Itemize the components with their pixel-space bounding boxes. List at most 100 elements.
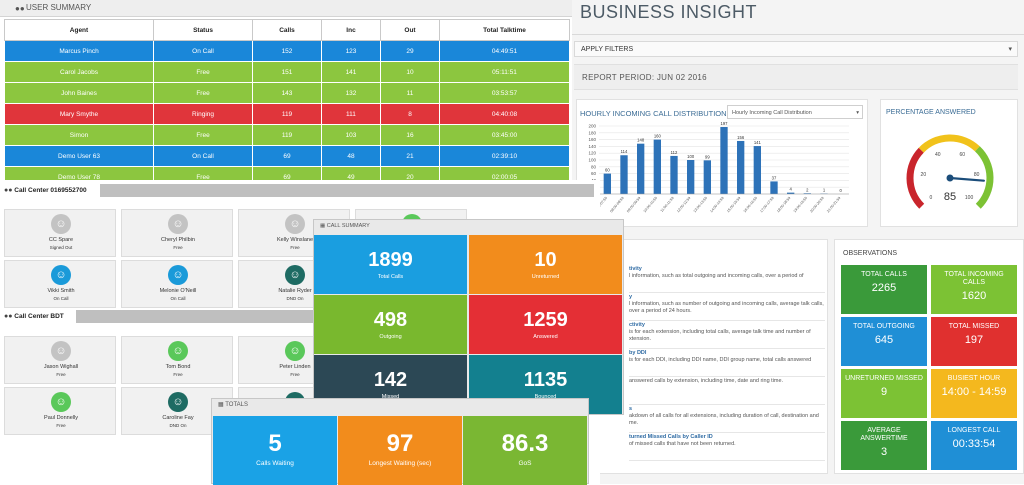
agent-status: Free bbox=[122, 372, 234, 377]
x-tick-label: 14:00-14:59 bbox=[709, 196, 724, 213]
data-label: 156 bbox=[737, 135, 745, 140]
table-cell: On Call bbox=[154, 41, 253, 62]
table-cell: 05:11:51 bbox=[440, 62, 570, 83]
data-label: 37 bbox=[772, 175, 777, 180]
apply-filters-toggle[interactable]: APPLY FILTERS ▾ bbox=[574, 41, 1018, 57]
tile-label: Calls Waiting bbox=[213, 460, 337, 467]
table-cell: 16 bbox=[381, 125, 440, 146]
data-label: 0 bbox=[839, 188, 842, 193]
user-avatar-icon: ☺ bbox=[51, 214, 71, 234]
y-tick-label: 140 bbox=[588, 144, 596, 149]
users-icon: ●● bbox=[4, 187, 12, 194]
column-header[interactable]: Calls bbox=[253, 20, 322, 41]
call-summary-header: ▦ CALL SUMMARY bbox=[320, 223, 370, 229]
gauge-band bbox=[921, 138, 977, 150]
calendar-icon: ▦ bbox=[218, 402, 224, 408]
x-tick-label: 18:00-18:59 bbox=[776, 196, 791, 213]
observation-label: TOTAL INCOMING CALLS bbox=[931, 271, 1017, 287]
table-cell: On Call bbox=[154, 146, 253, 167]
totals-title: TOTALS bbox=[225, 402, 248, 408]
table-cell: 123 bbox=[322, 41, 381, 62]
data-label: 160 bbox=[654, 134, 662, 139]
data-label: 112 bbox=[671, 150, 678, 155]
observation-label: TOTAL CALLS bbox=[841, 271, 927, 279]
y-tick-label: 80 bbox=[591, 164, 597, 169]
totals-header: ▦ TOTALS bbox=[218, 401, 248, 408]
call-center-title: ●● Call Center BDT bbox=[4, 310, 76, 323]
column-header[interactable]: Total Talktime bbox=[440, 20, 570, 41]
x-tick-label: 09:00-09:59 bbox=[626, 196, 641, 213]
report-title: y bbox=[629, 294, 825, 301]
report-title: by DDI bbox=[629, 350, 825, 357]
bar bbox=[654, 140, 661, 194]
column-header[interactable]: Status bbox=[154, 20, 253, 41]
tile-value: 97 bbox=[338, 430, 462, 458]
data-label: 60 bbox=[605, 168, 610, 173]
table-cell: Free bbox=[154, 83, 253, 104]
call-center-title: ●● Call Center 0169552700 bbox=[4, 184, 100, 197]
tile-label: Total Calls bbox=[314, 274, 467, 280]
report-description: l information, such as number of outgoin… bbox=[629, 301, 824, 314]
agent-name: Vikki Smith bbox=[5, 288, 117, 294]
table-cell: 48 bbox=[322, 146, 381, 167]
data-label: 114 bbox=[621, 149, 628, 154]
data-label: 197 bbox=[721, 122, 729, 126]
agent-status: Free bbox=[122, 245, 234, 250]
hourly-bar-chart: 0204060801001201401601802006007:00-07:59… bbox=[577, 122, 867, 226]
gauge-needle bbox=[950, 178, 984, 181]
column-header[interactable]: Out bbox=[381, 20, 440, 41]
table-cell: 11 bbox=[381, 83, 440, 104]
report-title: ctivity bbox=[629, 322, 825, 329]
user-summary-header: ●● USER SUMMARY bbox=[0, 0, 572, 17]
observation-label: BUSIEST HOUR bbox=[931, 375, 1017, 383]
column-header[interactable]: Inc bbox=[322, 20, 381, 41]
users-icon: ●● bbox=[4, 313, 12, 320]
data-label: 141 bbox=[754, 140, 762, 145]
x-tick-label: 10:00-10:59 bbox=[643, 196, 658, 213]
tile-value: 142 bbox=[314, 369, 467, 392]
table-cell: 141 bbox=[322, 62, 381, 83]
y-tick-label: 180 bbox=[588, 130, 596, 135]
chart-type-select[interactable]: Hourly Incoming Call Distribution ▾ bbox=[727, 105, 863, 119]
table-cell: Marcus Pinch bbox=[5, 41, 154, 62]
report-description: is for each extension, including total c… bbox=[629, 329, 811, 342]
user-avatar-icon: ☺ bbox=[168, 341, 188, 361]
divider bbox=[629, 376, 825, 377]
column-header[interactable]: Agent bbox=[5, 20, 154, 41]
report-item[interactable]: answered calls by extension, including t… bbox=[629, 378, 825, 385]
